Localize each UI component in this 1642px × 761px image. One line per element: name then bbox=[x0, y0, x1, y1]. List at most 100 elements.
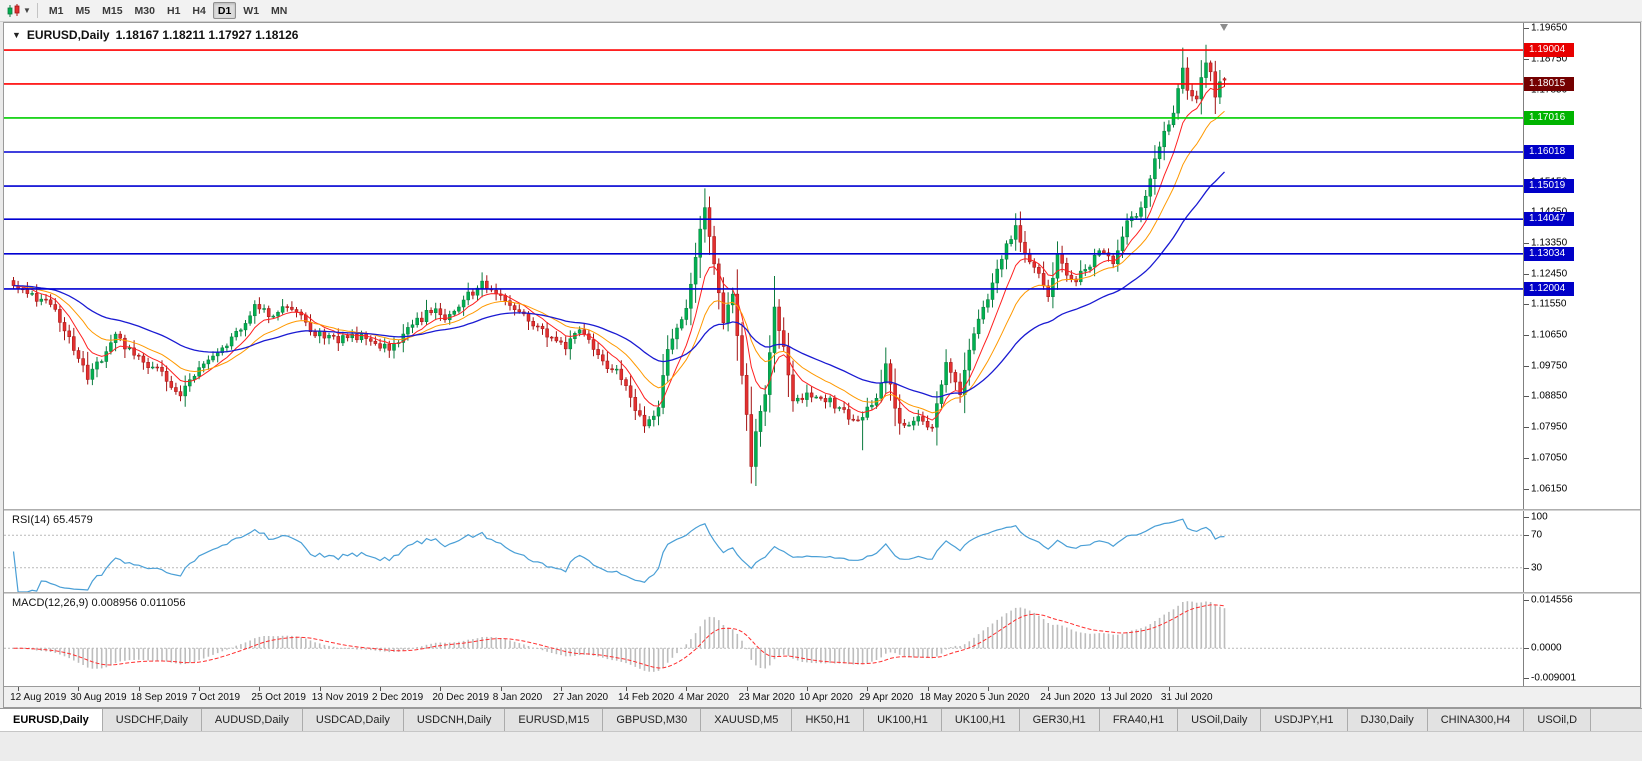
date-axis-label: 13 Jul 2020 bbox=[1100, 692, 1153, 703]
chart-tab-dj30-daily[interactable]: DJ30,Daily bbox=[1347, 709, 1428, 731]
price-axis-label: 1.07950 bbox=[1531, 421, 1568, 433]
timeframe-buttons: M1 M5 M15 M30 H1 H4 D1 W1 MN bbox=[44, 2, 292, 19]
macd-plot[interactable]: MACD(12,26,9) 0.008956 0.011056 bbox=[4, 594, 1523, 686]
macd-canvas[interactable] bbox=[4, 594, 1523, 686]
date-axis-tick bbox=[440, 687, 442, 691]
panel-splitter-rsi[interactable] bbox=[4, 509, 1640, 511]
timeframe-button-w1[interactable]: W1 bbox=[243, 4, 260, 17]
chart-tab-hk50-h1[interactable]: HK50,H1 bbox=[792, 709, 865, 731]
timeframe-button-h4[interactable]: H4 bbox=[192, 4, 206, 17]
chart-window: ▼ EURUSD,Daily 1.18167 1.18211 1.17927 1… bbox=[3, 22, 1641, 708]
date-axis-label: 27 Jan 2020 bbox=[553, 692, 609, 703]
timeframe-button-m1[interactable]: M1 bbox=[48, 4, 64, 17]
chart-tab-eurusd-daily[interactable]: EURUSD,Daily bbox=[0, 709, 103, 731]
date-axis-label: 29 Apr 2020 bbox=[859, 692, 914, 703]
chart-shift-marker-icon[interactable] bbox=[1220, 24, 1229, 31]
price-line-label[interactable]: 1.16018 bbox=[1524, 144, 1574, 159]
timeframe-button-mn[interactable]: MN bbox=[271, 4, 288, 17]
price-axis-tick bbox=[1524, 304, 1529, 306]
main-chart-canvas[interactable] bbox=[4, 23, 1523, 509]
chart-tab-audusd-daily[interactable]: AUDUSD,Daily bbox=[201, 709, 303, 731]
price-line-label[interactable]: 1.13034 bbox=[1524, 246, 1574, 261]
date-axis-tick bbox=[199, 687, 201, 691]
chart-tab-uk100-h1[interactable]: UK100,H1 bbox=[941, 709, 1020, 731]
date-axis-label: 5 Jun 2020 bbox=[979, 692, 1030, 703]
timeframe-button-m5[interactable]: M5 bbox=[75, 4, 91, 17]
chart-tab-usoil-d[interactable]: USOil,D bbox=[1524, 709, 1592, 731]
date-axis-label: 13 Nov 2019 bbox=[311, 692, 369, 703]
date-axis-label: 4 Mar 2020 bbox=[678, 692, 729, 703]
chart-dropdown-arrow-icon[interactable]: ▼ bbox=[23, 6, 31, 15]
price-axis-label: 1.19650 bbox=[1531, 23, 1568, 34]
chart-tab-usdcnh-daily[interactable]: USDCNH,Daily bbox=[403, 709, 506, 731]
timeframe-button-m30[interactable]: M30 bbox=[134, 4, 155, 17]
rsi-axis[interactable]: 100 70 30 bbox=[1523, 511, 1640, 592]
chart-tab-usoil-daily[interactable]: USOil,Daily bbox=[1178, 709, 1262, 731]
panel-splitter-macd[interactable] bbox=[4, 592, 1640, 594]
date-axis[interactable]: 12 Aug 2019 30 Aug 2019 18 Sep 2019 7 Oct 2… bbox=[4, 686, 1640, 707]
price-axis-tick bbox=[1524, 488, 1529, 490]
candles-layer bbox=[11, 44, 1227, 486]
horizontal-price-lines[interactable] bbox=[4, 49, 1523, 290]
timeframe-button-d1[interactable]: D1 bbox=[212, 2, 237, 19]
status-bar bbox=[0, 731, 1642, 761]
price-line-label[interactable]: 1.18015 bbox=[1524, 76, 1574, 91]
date-axis-tick bbox=[561, 687, 563, 691]
price-axis-tick bbox=[1524, 335, 1529, 337]
date-axis-tick bbox=[500, 687, 502, 691]
macd-axis-tick bbox=[1524, 648, 1529, 650]
price-line-label[interactable]: 1.19004 bbox=[1524, 43, 1574, 58]
chart-tab-usdjpy-h1[interactable]: USDJPY,H1 bbox=[1261, 709, 1348, 731]
price-axis-tick bbox=[1524, 396, 1529, 398]
rsi-axis-label: 30 bbox=[1531, 562, 1543, 574]
price-axis-label: 1.13350 bbox=[1531, 237, 1568, 249]
main-plot[interactable]: ▼ EURUSD,Daily 1.18167 1.18211 1.17927 1… bbox=[4, 23, 1523, 509]
rsi-canvas[interactable] bbox=[4, 511, 1523, 592]
toolbar-separator bbox=[36, 3, 38, 18]
date-axis-tick bbox=[927, 687, 929, 691]
timeframe-button-h1[interactable]: H1 bbox=[166, 4, 181, 17]
date-axis-label: 30 Aug 2019 bbox=[70, 692, 127, 703]
chart-tab-uk100-h1[interactable]: UK100,H1 bbox=[864, 709, 942, 731]
price-axis-label: 1.10650 bbox=[1531, 329, 1568, 341]
macd-axis[interactable]: 0.014556 0.0000 -0.009001 bbox=[1523, 594, 1640, 686]
chart-tab-xauusd-m5[interactable]: XAUUSD,M5 bbox=[701, 709, 793, 731]
date-axis-tick bbox=[78, 687, 80, 691]
chart-tabbar: EURUSD,Daily USDCHF,Daily AUDUSD,Daily USDC… bbox=[0, 708, 1642, 731]
rsi-axis-tick bbox=[1524, 567, 1529, 569]
chart-tab-usdchf-daily[interactable]: USDCHF,Daily bbox=[102, 709, 202, 731]
chart-tab-eurusd-m15[interactable]: EURUSD,M15 bbox=[505, 709, 604, 731]
main-price-axis[interactable]: 1.196501.187501.178501.169501.160501.151… bbox=[1523, 23, 1640, 509]
price-axis-label: 1.12450 bbox=[1531, 268, 1568, 280]
price-axis-label: 1.08850 bbox=[1531, 390, 1568, 402]
price-axis-label: 1.06150 bbox=[1531, 483, 1568, 495]
macd-axis-tick bbox=[1524, 600, 1529, 601]
price-axis-tick bbox=[1524, 427, 1529, 429]
expand-arrow-icon[interactable]: ▼ bbox=[12, 30, 21, 40]
rsi-plot[interactable]: RSI(14) 65.4579 bbox=[4, 511, 1523, 592]
chart-tab-usdcad-daily[interactable]: USDCAD,Daily bbox=[302, 709, 404, 731]
date-axis-tick bbox=[1108, 687, 1110, 691]
macd-axis-label: 0.014556 bbox=[1531, 594, 1573, 606]
date-axis-tick bbox=[319, 687, 321, 691]
timeframe-button-m15[interactable]: M15 bbox=[102, 4, 123, 17]
date-axis-label: 24 Jun 2020 bbox=[1040, 692, 1096, 703]
date-axis-label: 18 May 2020 bbox=[919, 692, 978, 703]
chart-tab-fra40-h1[interactable]: FRA40,H1 bbox=[1099, 709, 1179, 731]
mini-candles-glyph bbox=[7, 3, 19, 17]
price-line-label[interactable]: 1.15019 bbox=[1524, 179, 1574, 194]
price-line-label[interactable]: 1.12004 bbox=[1524, 281, 1574, 296]
date-axis-tick bbox=[380, 687, 382, 691]
chart-tab-china300-h4[interactable]: CHINA300,H4 bbox=[1427, 709, 1525, 731]
date-axis-label: 7 Oct 2019 bbox=[191, 692, 241, 703]
chart-tab-ger30-h1[interactable]: GER30,H1 bbox=[1019, 709, 1100, 731]
rsi-label: RSI(14) 65.4579 bbox=[12, 514, 93, 526]
price-line-label[interactable]: 1.17016 bbox=[1524, 110, 1574, 125]
chart-type-icon[interactable] bbox=[5, 3, 23, 19]
date-axis-tick bbox=[867, 687, 869, 691]
price-line-label[interactable]: 1.14047 bbox=[1524, 212, 1574, 227]
chart-tab-gbpusd-m30[interactable]: GBPUSD,M30 bbox=[603, 709, 702, 731]
date-axis-label: 25 Oct 2019 bbox=[251, 692, 306, 703]
price-axis-tick bbox=[1524, 365, 1529, 367]
date-axis-tick bbox=[625, 687, 627, 691]
